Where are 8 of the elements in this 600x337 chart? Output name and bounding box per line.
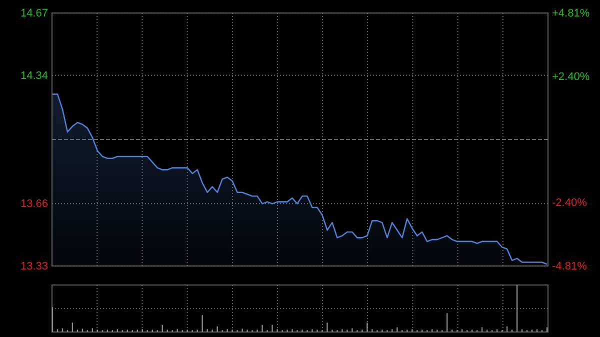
y2-tick-label: -4.81%: [552, 260, 588, 273]
y-tick-label: 13.66: [20, 198, 48, 210]
y2-tick-label: +4.81%: [552, 8, 590, 20]
y-tick-label: 13.33: [20, 260, 48, 273]
y2-tick-label: +2.40%: [552, 70, 590, 83]
y-tick-label: 14.34: [20, 70, 48, 82]
y2-tick-label: -2.40%: [552, 197, 588, 210]
y-tick-label: 14.67: [20, 8, 48, 20]
